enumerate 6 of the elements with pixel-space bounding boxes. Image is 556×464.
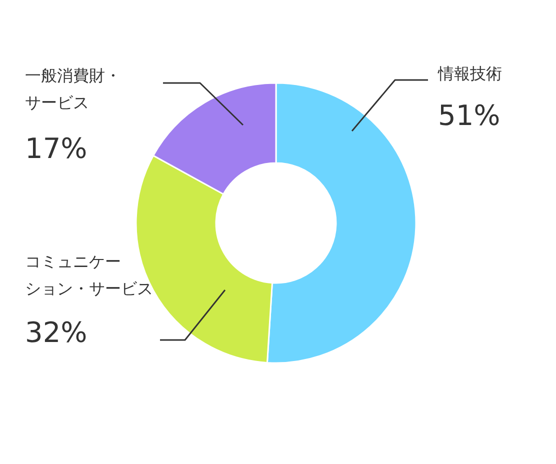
slice-label: コミュニケーション・サービス: [25, 252, 153, 298]
data-label: 17%: [25, 132, 88, 165]
data-label: 51%: [438, 99, 500, 132]
data-label: 32%: [25, 316, 88, 349]
slice-label: 情報技術: [437, 64, 502, 83]
slice-label: 一般消費財・サービス: [25, 66, 121, 112]
